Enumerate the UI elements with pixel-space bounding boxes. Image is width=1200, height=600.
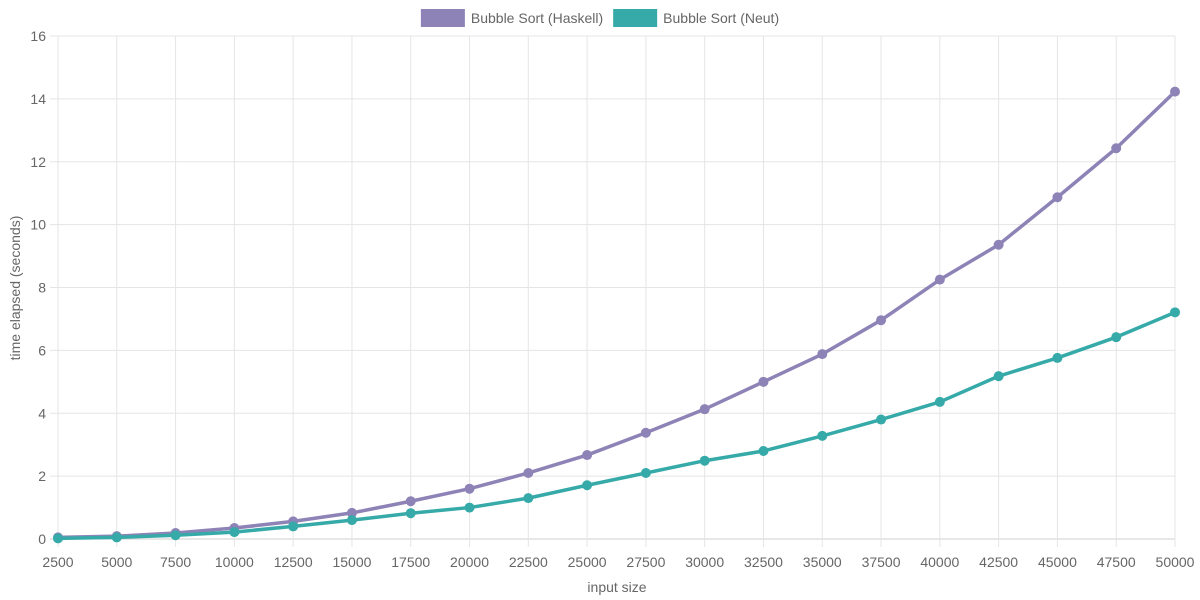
data-point[interactable]: [464, 483, 475, 494]
y-axis-ticks: 0 2 4 6 8 10 12 14 16: [30, 28, 46, 547]
data-point[interactable]: [346, 507, 357, 518]
data-point[interactable]: [640, 427, 651, 438]
x-tick-label: 22500: [509, 554, 548, 570]
series-line: [56, 89, 1177, 540]
data-point[interactable]: [582, 480, 593, 491]
data-point[interactable]: [699, 404, 710, 415]
y-tick-label: 12: [30, 154, 46, 170]
data-point[interactable]: [640, 467, 651, 478]
data-point[interactable]: [523, 493, 534, 504]
x-tick-label: 25000: [568, 554, 607, 570]
data-point[interactable]: [993, 371, 1004, 382]
legend-item-0[interactable]: Bubble Sort (Haskell): [420, 9, 603, 27]
x-tick-label: 32500: [744, 554, 783, 570]
data-point[interactable]: [1111, 143, 1122, 154]
data-point[interactable]: [876, 414, 887, 425]
legend-label: Bubble Sort (Haskell): [471, 10, 603, 26]
data-point[interactable]: [53, 533, 63, 544]
x-axis-title: input size: [587, 579, 646, 595]
x-tick-label: 7500: [160, 554, 191, 570]
data-point[interactable]: [817, 349, 828, 360]
x-tick-label: 10000: [215, 554, 254, 570]
series-layer: [53, 86, 1180, 544]
data-point[interactable]: [876, 315, 887, 326]
data-point[interactable]: [993, 239, 1004, 250]
x-tick-label: 5000: [101, 554, 132, 570]
legend-item-1[interactable]: Bubble Sort (Neut): [613, 9, 779, 27]
x-axis-ticks: 2500 5000 7500 10000 12500 15000 17500 20000 225…: [42, 554, 1194, 570]
data-point[interactable]: [464, 502, 475, 513]
series-1: [53, 307, 1180, 544]
x-tick-label: 35000: [803, 554, 842, 570]
x-tick-label: 47500: [1097, 554, 1136, 570]
y-tick-label: 8: [38, 280, 46, 296]
data-point[interactable]: [1170, 86, 1180, 97]
data-point[interactable]: [758, 376, 769, 387]
x-tick-label: 20000: [450, 554, 489, 570]
y-tick-label: 16: [30, 28, 46, 44]
y-tick-label: 10: [30, 217, 46, 233]
x-tick-label: 2500: [42, 554, 73, 570]
legend-swatch: [420, 9, 465, 27]
data-point[interactable]: [582, 450, 593, 461]
x-tick-label: 30000: [685, 554, 724, 570]
data-point[interactable]: [111, 532, 122, 543]
data-point[interactable]: [405, 496, 416, 507]
y-tick-label: 14: [30, 91, 46, 107]
data-point[interactable]: [288, 521, 299, 532]
y-tick-label: 2: [38, 468, 46, 484]
legend[interactable]: Bubble Sort (Haskell) Bubble Sort (Neut): [420, 9, 779, 27]
data-point[interactable]: [934, 274, 945, 285]
data-point[interactable]: [1052, 352, 1063, 363]
x-tick-label: 15000: [332, 554, 371, 570]
x-tick-label: 42500: [979, 554, 1018, 570]
data-point[interactable]: [1052, 192, 1063, 203]
x-tick-label: 27500: [626, 554, 665, 570]
data-point[interactable]: [1170, 307, 1180, 318]
data-point[interactable]: [1111, 332, 1122, 343]
data-point[interactable]: [523, 467, 534, 478]
data-point[interactable]: [699, 455, 710, 466]
x-tick-label: 50000: [1156, 554, 1195, 570]
data-point[interactable]: [817, 430, 828, 441]
data-point[interactable]: [346, 515, 357, 526]
x-tick-label: 37500: [862, 554, 901, 570]
y-axis-title: time elapsed (seconds): [7, 216, 23, 361]
x-tick-label: 17500: [391, 554, 430, 570]
grid-lines: [50, 35, 1176, 547]
legend-swatch: [613, 9, 658, 27]
data-point[interactable]: [405, 508, 416, 519]
x-tick-label: 40000: [920, 554, 959, 570]
x-tick-label: 45000: [1038, 554, 1077, 570]
data-point[interactable]: [229, 527, 240, 538]
y-tick-label: 6: [38, 342, 46, 358]
legend-label: Bubble Sort (Neut): [663, 10, 779, 26]
data-point[interactable]: [934, 396, 945, 407]
y-tick-label: 0: [38, 531, 46, 547]
data-point[interactable]: [758, 445, 769, 456]
y-tick-label: 4: [38, 405, 46, 421]
x-tick-label: 12500: [274, 554, 313, 570]
data-point[interactable]: [170, 530, 181, 541]
series-0: [53, 86, 1180, 543]
series-line: [56, 310, 1177, 541]
